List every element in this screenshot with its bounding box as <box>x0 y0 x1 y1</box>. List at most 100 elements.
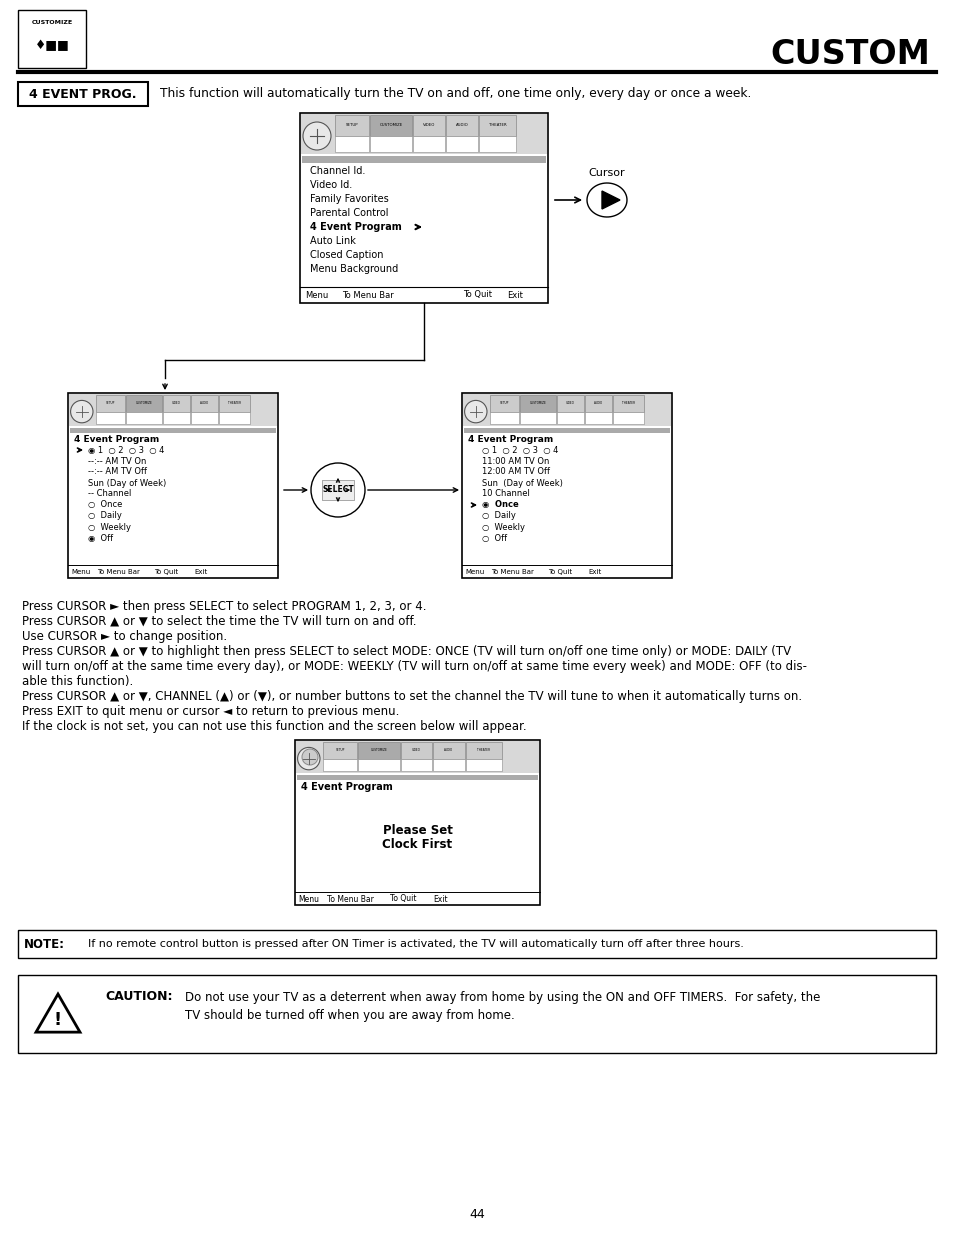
Text: 10 Channel: 10 Channel <box>481 489 529 499</box>
Bar <box>519 395 555 411</box>
Text: To Quit: To Quit <box>462 290 492 300</box>
Bar <box>446 115 477 136</box>
Text: Please Set: Please Set <box>382 824 452 836</box>
Bar <box>370 115 412 136</box>
Bar <box>357 742 399 758</box>
Text: NOTE:: NOTE: <box>24 937 65 951</box>
Bar <box>68 393 277 578</box>
Text: CUSTOM: CUSTOM <box>769 38 929 72</box>
Text: ○  Weekly: ○ Weekly <box>88 522 131 531</box>
Text: Menu: Menu <box>305 290 328 300</box>
Text: To Quit: To Quit <box>548 569 572 576</box>
Text: SETUP: SETUP <box>499 401 509 405</box>
Text: --:-- AM TV Off: --:-- AM TV Off <box>88 468 147 477</box>
Text: able this function).: able this function). <box>22 676 133 688</box>
Text: If no remote control button is pressed after ON Timer is activated, the TV will : If no remote control button is pressed a… <box>88 939 743 948</box>
Bar <box>335 115 369 136</box>
Text: Sun  (Day of Week): Sun (Day of Week) <box>481 478 562 488</box>
Text: SETUP: SETUP <box>106 401 115 405</box>
Bar <box>584 395 611 411</box>
Text: To Menu Bar: To Menu Bar <box>327 894 374 904</box>
Text: Use CURSOR ► to change position.: Use CURSOR ► to change position. <box>22 630 227 643</box>
Text: ◉  Off: ◉ Off <box>88 534 113 542</box>
Bar <box>322 480 354 500</box>
Text: CUSTOMIZE: CUSTOMIZE <box>529 401 546 405</box>
Text: To Menu Bar: To Menu Bar <box>97 569 140 576</box>
Circle shape <box>464 400 486 422</box>
Text: Press CURSOR ▲ or ▼ to select the time the TV will turn on and off.: Press CURSOR ▲ or ▼ to select the time t… <box>22 615 416 629</box>
Text: Exit: Exit <box>587 569 600 576</box>
Text: THEATER: THEATER <box>488 124 506 127</box>
Text: 44: 44 <box>469 1209 484 1221</box>
Bar <box>400 758 432 771</box>
Bar <box>18 10 86 68</box>
Polygon shape <box>586 183 626 217</box>
Bar <box>490 411 518 424</box>
Text: SELECT: SELECT <box>322 485 354 494</box>
Bar <box>302 156 545 163</box>
Text: 11:00 AM TV On: 11:00 AM TV On <box>481 457 549 466</box>
Text: Parental Control: Parental Control <box>310 207 388 219</box>
Circle shape <box>297 747 319 769</box>
Text: SETUP: SETUP <box>346 124 358 127</box>
Text: ○  Daily: ○ Daily <box>88 511 122 520</box>
Text: ♦■■: ♦■■ <box>34 40 70 53</box>
Text: THEATER: THEATER <box>476 748 490 752</box>
Bar <box>70 429 275 433</box>
Text: Do not use your TV as a deterrent when away from home by using the ON and OFF TI: Do not use your TV as a deterrent when a… <box>185 990 820 1004</box>
Text: CUSTOMIZE: CUSTOMIZE <box>379 124 402 127</box>
Bar <box>191 411 217 424</box>
Text: Menu: Menu <box>71 569 91 576</box>
Bar <box>96 411 125 424</box>
Text: ○  Off: ○ Off <box>481 534 507 542</box>
Text: If the clock is not set, you can not use this function and the screen below will: If the clock is not set, you can not use… <box>22 720 526 734</box>
Text: TV should be turned off when you are away from home.: TV should be turned off when you are awa… <box>185 1009 515 1021</box>
Text: Menu: Menu <box>297 894 318 904</box>
Text: Video Id.: Video Id. <box>310 180 352 190</box>
Bar <box>296 776 537 781</box>
Circle shape <box>303 122 331 149</box>
Text: Family Favorites: Family Favorites <box>310 194 388 204</box>
Text: Channel Id.: Channel Id. <box>310 165 365 177</box>
Text: AUDIO: AUDIO <box>444 748 453 752</box>
Bar <box>612 395 643 411</box>
Text: !: ! <box>54 1011 62 1029</box>
Circle shape <box>71 400 92 422</box>
Text: THEATER: THEATER <box>621 401 635 405</box>
Bar <box>294 740 539 905</box>
Text: Cursor: Cursor <box>588 168 624 178</box>
Text: VIDEO: VIDEO <box>565 401 574 405</box>
Bar <box>478 115 516 136</box>
Bar <box>433 758 464 771</box>
Text: will turn on/off at the same time every day), or MODE: WEEKLY (TV will turn on/o: will turn on/off at the same time every … <box>22 659 806 673</box>
Bar <box>191 395 217 411</box>
Text: CUSTOMIZE: CUSTOMIZE <box>31 20 72 25</box>
Bar <box>218 395 250 411</box>
Text: Closed Caption: Closed Caption <box>310 249 383 261</box>
Text: 12:00 AM TV Off: 12:00 AM TV Off <box>481 468 550 477</box>
Bar <box>299 112 547 303</box>
Text: Press CURSOR ▲ or ▼, CHANNEL (▲) or (▼), or number buttons to set the channel th: Press CURSOR ▲ or ▼, CHANNEL (▲) or (▼),… <box>22 690 801 703</box>
Text: Press EXIT to quit menu or cursor ◄ to return to previous menu.: Press EXIT to quit menu or cursor ◄ to r… <box>22 705 399 718</box>
Bar <box>557 411 583 424</box>
Text: To Menu Bar: To Menu Bar <box>491 569 534 576</box>
Text: --:-- AM TV On: --:-- AM TV On <box>88 457 146 466</box>
Text: 4 EVENT PROG.: 4 EVENT PROG. <box>30 88 136 100</box>
Bar <box>557 395 583 411</box>
Bar <box>96 395 125 411</box>
Bar <box>612 411 643 424</box>
Bar <box>462 394 670 426</box>
Text: Clock First: Clock First <box>382 839 452 851</box>
Polygon shape <box>601 191 619 209</box>
Bar <box>69 394 276 426</box>
Text: 4 Event Program: 4 Event Program <box>310 222 401 232</box>
Text: THEATER: THEATER <box>228 401 241 405</box>
Bar <box>490 395 518 411</box>
Text: VIDEO: VIDEO <box>412 748 420 752</box>
Bar <box>323 742 356 758</box>
Text: VIDEO: VIDEO <box>172 401 180 405</box>
Bar <box>465 758 501 771</box>
Bar <box>335 136 369 152</box>
Text: This function will automatically turn the TV on and off, one time only, every da: This function will automatically turn th… <box>160 88 751 100</box>
Text: ○  Once: ○ Once <box>88 500 122 510</box>
